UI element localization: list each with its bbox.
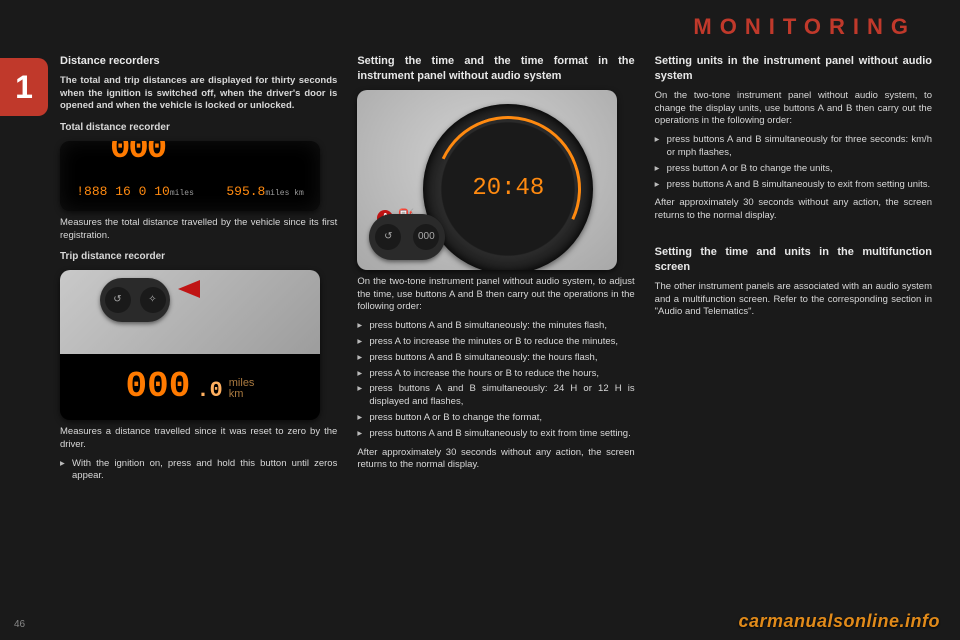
- lcd-left-unit: miles: [170, 189, 194, 198]
- col1-total-caption: Measures the total distance travelled by…: [60, 217, 337, 243]
- col1-steps: With the ignition on, press and hold thi…: [60, 458, 337, 484]
- column-3: Setting units in the instrument panel wi…: [655, 50, 932, 487]
- figure-clock: 20:48 ⛽ A B ↺ 000: [357, 90, 617, 270]
- trip-odo: 000: [126, 363, 191, 412]
- col1-heading: Distance recorders: [60, 54, 337, 69]
- pod2-btn-b: 000: [413, 224, 439, 250]
- ab-pod: ↺ 000: [369, 214, 445, 260]
- col2-s7: press buttons A and B simultaneously to …: [357, 428, 634, 441]
- col1-intro: The total and trip distances are display…: [60, 75, 337, 113]
- figure-total-distance: 000 !888 16 0 10miles 595.8miles km: [60, 141, 320, 211]
- column-1: Distance recorders The total and trip di…: [60, 50, 337, 487]
- col2-s5: press buttons A and B simultaneously: 24…: [357, 383, 634, 409]
- col2-s4: press A to increase the hours or B to re…: [357, 368, 634, 381]
- trip-odo-dec: .0: [196, 376, 222, 406]
- columns: Distance recorders The total and trip di…: [60, 50, 932, 487]
- watermark: carmanualsonline.info: [738, 611, 940, 632]
- figure-trip-distance: ↺ ✧ AUTO 000 .0 miles km: [60, 270, 320, 420]
- col2-outro: After approximately 30 seconds without a…: [357, 447, 634, 473]
- trip-odo-units: miles km: [229, 378, 255, 400]
- lcd-right-val: 595.8: [226, 184, 265, 199]
- col3-s3: press buttons A and B simultaneously to …: [655, 179, 932, 192]
- gauge-ring: 20:48: [423, 104, 593, 270]
- col2-s2: press A to increase the minutes or B to …: [357, 336, 634, 349]
- col2-heading: Setting the time and the time format in …: [357, 54, 634, 84]
- col3-mfs: The other instrument panels are associat…: [655, 281, 932, 319]
- col1-trip-caption: Measures a distance travelled since it w…: [60, 426, 337, 452]
- lcd-left-val: !888 16 0 10: [76, 184, 170, 199]
- pod-btn-right: ✧: [140, 287, 166, 313]
- col1-step-1: With the ignition on, press and hold thi…: [60, 458, 337, 484]
- lcd-total: 000 !888 16 0 10miles 595.8miles km: [60, 141, 320, 211]
- lcd-subline: !888 16 0 10miles 595.8miles km: [60, 183, 320, 201]
- col2-steps: press buttons A and B simultaneously: th…: [357, 320, 634, 441]
- pointer-arrow-icon: [178, 280, 200, 298]
- lcd-big-digits: 000: [110, 141, 165, 173]
- page-root: MONITORING 1 Distance recorders The tota…: [0, 0, 960, 640]
- units-km: km: [229, 389, 255, 400]
- col3-steps: press buttons A and B simultaneously for…: [655, 134, 932, 191]
- col3-s1: press buttons A and B simultaneously for…: [655, 134, 932, 160]
- col2-s1: press buttons A and B simultaneously: th…: [357, 320, 634, 333]
- col2-s6: press button A or B to change the format…: [357, 412, 634, 425]
- lcd-right: 595.8miles km: [226, 183, 303, 201]
- reset-pod: ↺ ✧: [100, 278, 170, 322]
- col1-sub-total: Total distance recorder: [60, 121, 337, 135]
- col2-intro: On the two-tone instrument panel without…: [357, 276, 634, 314]
- col3-s2: press button A or B to change the units,: [655, 163, 932, 176]
- section-tab: 1: [0, 58, 48, 116]
- col3-intro: On the two-tone instrument panel without…: [655, 90, 932, 128]
- lcd-right-unit: miles km: [265, 189, 303, 198]
- clock-time: 20:48: [472, 172, 544, 204]
- col1-sub-trip: Trip distance recorder: [60, 250, 337, 264]
- pod-btn-left: ↺: [105, 287, 131, 313]
- lcd-left: !888 16 0 10miles: [76, 183, 194, 201]
- page-header: MONITORING: [60, 14, 916, 40]
- page-number: 46: [14, 619, 25, 630]
- col3-outro: After approximately 30 seconds without a…: [655, 197, 932, 223]
- column-2: Setting the time and the time format in …: [357, 50, 634, 487]
- col3-heading-a: Setting units in the instrument panel wi…: [655, 54, 932, 84]
- col2-s3: press buttons A and B simultaneously: th…: [357, 352, 634, 365]
- col3-heading-b: Setting the time and units in the multif…: [655, 245, 932, 275]
- pod2-btn-a: ↺: [375, 224, 401, 250]
- dash-lower: 000 .0 miles km: [60, 354, 320, 420]
